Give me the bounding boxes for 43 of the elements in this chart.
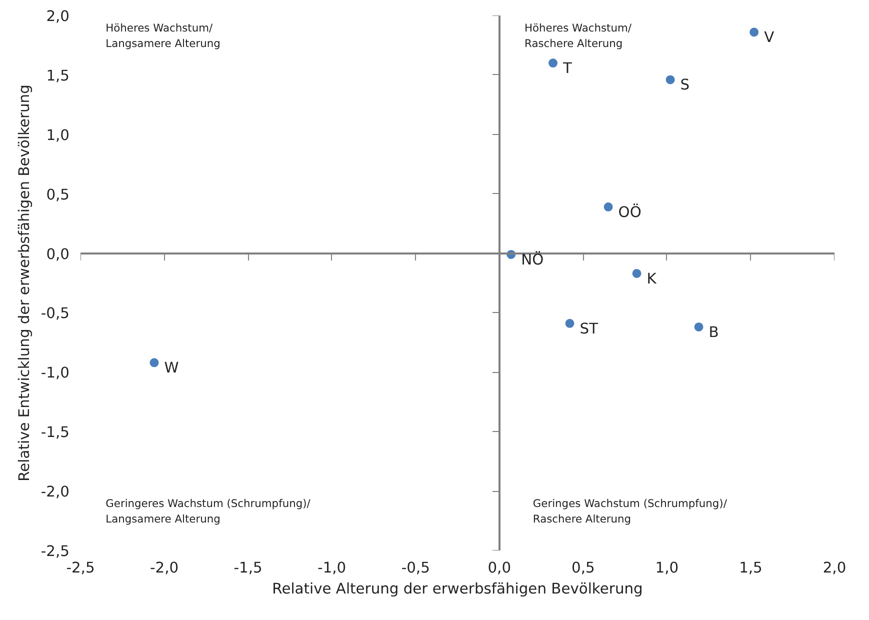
point (150, 358, 159, 368)
annotation: Höheres Wachstum/ Raschere Alterung (524, 21, 632, 50)
point (632, 268, 642, 278)
point (565, 318, 574, 328)
y-axis-title: Relative Entwicklung der erwerbsfähigen Bevölkerung (16, 84, 33, 482)
point (548, 58, 558, 68)
point (604, 202, 613, 212)
y-tick-label: -2,0 (40, 484, 70, 501)
annotation: W (164, 360, 180, 377)
x-tick-label: -2,5 (66, 560, 95, 576)
x-tick-label: -1,5 (234, 560, 262, 576)
y-tick-label: 2,0 (46, 8, 70, 25)
annotation: B (708, 324, 719, 341)
annotation: NÖ (521, 250, 544, 268)
y-tick-label: 0,5 (46, 186, 70, 204)
y-tick-label: -1,5 (40, 424, 70, 442)
x-tick-label: -0,5 (401, 560, 430, 576)
y-tick-label: -1,0 (40, 364, 70, 382)
annotation: V (764, 29, 774, 46)
y-tick-label: -0,5 (40, 305, 70, 322)
y-tick-label: 1,0 (46, 126, 70, 144)
x-tick-label: -2,0 (150, 560, 179, 576)
point (694, 322, 704, 332)
annotation: K (646, 270, 657, 288)
x-tick-label: -1,0 (318, 560, 346, 576)
annotation: OÖ (618, 202, 642, 221)
x-tick-label: 1,0 (655, 560, 679, 576)
x-axis-title: Relative Alterung der erwerbsfähigen Bevölkerung (272, 580, 643, 598)
y-tick-label: 1,5 (46, 67, 70, 84)
annotation: S (680, 76, 690, 94)
x-tick-label: 0,5 (572, 560, 595, 576)
point (750, 28, 759, 37)
annotation: Geringeres Wachstum (Schrumpfung)/ Langsamere Alterung (106, 497, 311, 526)
point (666, 75, 675, 84)
x-tick-label: 2,0 (822, 560, 846, 576)
annotation: Geringes Wachstum (Schrumpfung)/ Raschere Alterung (532, 497, 728, 526)
annotation: T (562, 60, 572, 78)
x-tick-label: 0,0 (488, 560, 512, 576)
x-tick-label: 1,5 (739, 560, 762, 576)
y-tick-label: 0,0 (46, 246, 70, 263)
annotation: ST (580, 320, 598, 338)
y-tick-label: -2,5 (40, 543, 70, 560)
annotation: Höheres Wachstum/ Langsamere Alterung (106, 21, 220, 50)
